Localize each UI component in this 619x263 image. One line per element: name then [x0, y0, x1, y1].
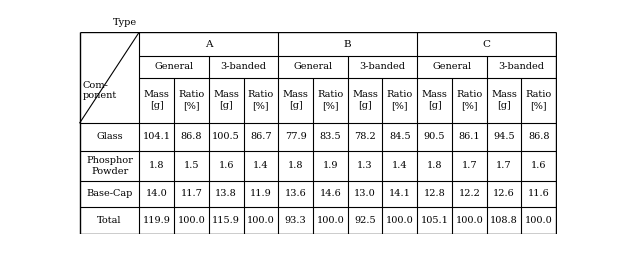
- Text: 86.8: 86.8: [528, 132, 550, 141]
- Text: 100.0: 100.0: [247, 216, 275, 225]
- Text: 3-banded: 3-banded: [220, 63, 267, 72]
- Text: 1.4: 1.4: [253, 161, 269, 170]
- Text: 1.9: 1.9: [322, 161, 338, 170]
- Text: 100.0: 100.0: [386, 216, 413, 225]
- Text: 1.7: 1.7: [462, 161, 477, 170]
- Text: 11.6: 11.6: [528, 189, 550, 198]
- Text: Ratio
[%]: Ratio [%]: [248, 90, 274, 110]
- Text: 1.8: 1.8: [149, 161, 165, 170]
- Text: Type: Type: [113, 18, 137, 27]
- Text: Mass
[g]: Mass [g]: [144, 90, 170, 110]
- Text: 86.8: 86.8: [181, 132, 202, 141]
- Text: 108.8: 108.8: [490, 216, 518, 225]
- Text: 3-banded: 3-banded: [498, 63, 544, 72]
- Text: 11.9: 11.9: [250, 189, 272, 198]
- Text: General: General: [155, 63, 194, 72]
- Text: Mass
[g]: Mass [g]: [491, 90, 517, 110]
- Text: 13.0: 13.0: [354, 189, 376, 198]
- Text: 86.7: 86.7: [250, 132, 272, 141]
- Text: 94.5: 94.5: [493, 132, 515, 141]
- Text: Glass: Glass: [96, 132, 123, 141]
- Text: Mass
[g]: Mass [g]: [352, 90, 378, 110]
- Text: 3-banded: 3-banded: [360, 63, 405, 72]
- Text: C: C: [483, 39, 491, 48]
- Text: General: General: [293, 63, 332, 72]
- Text: 14.0: 14.0: [146, 189, 168, 198]
- Text: 86.1: 86.1: [459, 132, 480, 141]
- Text: 1.8: 1.8: [288, 161, 303, 170]
- Text: 93.3: 93.3: [285, 216, 306, 225]
- Text: Ratio
[%]: Ratio [%]: [526, 90, 552, 110]
- Text: Base-Cap: Base-Cap: [87, 189, 132, 198]
- Text: 11.7: 11.7: [181, 189, 202, 198]
- Text: 1.8: 1.8: [427, 161, 443, 170]
- Text: Com-
ponent: Com- ponent: [83, 81, 117, 100]
- Text: Ratio
[%]: Ratio [%]: [178, 90, 204, 110]
- Text: 1.5: 1.5: [184, 161, 199, 170]
- Text: 100.0: 100.0: [456, 216, 483, 225]
- Text: 100.0: 100.0: [178, 216, 206, 225]
- Text: 1.4: 1.4: [392, 161, 408, 170]
- Text: 77.9: 77.9: [285, 132, 306, 141]
- Text: 100.5: 100.5: [212, 132, 240, 141]
- Text: 104.1: 104.1: [143, 132, 171, 141]
- Text: 100.0: 100.0: [316, 216, 344, 225]
- Text: 12.6: 12.6: [493, 189, 515, 198]
- Text: 84.5: 84.5: [389, 132, 410, 141]
- Text: Mass
[g]: Mass [g]: [283, 90, 308, 110]
- Text: B: B: [344, 39, 352, 48]
- Text: 115.9: 115.9: [212, 216, 240, 225]
- Text: 90.5: 90.5: [424, 132, 445, 141]
- Text: 14.1: 14.1: [389, 189, 411, 198]
- Text: Phosphor
Powder: Phosphor Powder: [86, 156, 133, 176]
- Text: 92.5: 92.5: [354, 216, 376, 225]
- Text: Total: Total: [97, 216, 122, 225]
- Text: 1.6: 1.6: [531, 161, 547, 170]
- Text: Ratio
[%]: Ratio [%]: [456, 90, 482, 110]
- Text: 78.2: 78.2: [354, 132, 376, 141]
- Text: 12.8: 12.8: [423, 189, 446, 198]
- Text: 1.7: 1.7: [496, 161, 512, 170]
- Text: General: General: [433, 63, 472, 72]
- Text: 83.5: 83.5: [319, 132, 341, 141]
- Text: 1.6: 1.6: [219, 161, 234, 170]
- Text: 119.9: 119.9: [143, 216, 171, 225]
- Text: Ratio
[%]: Ratio [%]: [317, 90, 344, 110]
- Text: 105.1: 105.1: [421, 216, 449, 225]
- Text: Mass
[g]: Mass [g]: [213, 90, 239, 110]
- Text: 13.8: 13.8: [215, 189, 237, 198]
- Text: 14.6: 14.6: [319, 189, 341, 198]
- Text: Ratio
[%]: Ratio [%]: [387, 90, 413, 110]
- Text: Mass
[g]: Mass [g]: [422, 90, 448, 110]
- Text: 12.2: 12.2: [458, 189, 480, 198]
- Text: 1.3: 1.3: [357, 161, 373, 170]
- Text: 13.6: 13.6: [285, 189, 306, 198]
- Text: 100.0: 100.0: [525, 216, 553, 225]
- Text: A: A: [205, 39, 212, 48]
